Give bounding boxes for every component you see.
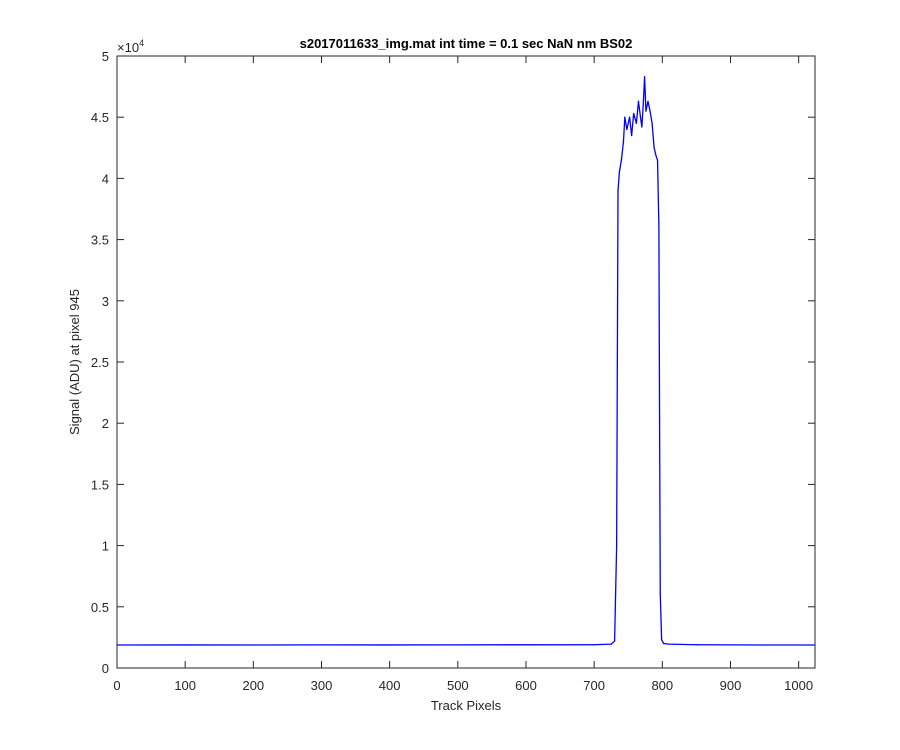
series-point [668, 643, 670, 645]
y-tick-label: 2 [102, 416, 109, 431]
series-point [616, 545, 618, 547]
series-point [617, 190, 619, 192]
x-tick-label: 400 [379, 678, 401, 693]
series-point [659, 593, 661, 596]
x-tick-label: 200 [242, 678, 264, 693]
series-point [642, 104, 644, 106]
series-point [655, 155, 657, 157]
series-point [610, 643, 612, 645]
x-tick-label: 900 [720, 678, 742, 693]
plot-frame [116, 55, 816, 669]
series-point [252, 644, 254, 646]
series-point [622, 141, 625, 143]
x-tick-label: 1000 [784, 678, 813, 693]
series-point [661, 639, 663, 641]
series-point [658, 422, 661, 424]
series-point [626, 128, 628, 131]
series-point [658, 226, 660, 228]
y-tick-label: 1.5 [91, 477, 109, 492]
y-tick-label: 3 [102, 294, 109, 309]
series-point [624, 116, 626, 118]
series-point [656, 159, 659, 161]
y-tick-label: 2.5 [91, 355, 109, 370]
y-tick-label: 0 [102, 661, 109, 676]
y-tick-label: 3.5 [91, 233, 109, 248]
series-point [637, 100, 640, 102]
series-point [525, 644, 527, 646]
x-tick-label: 700 [583, 678, 605, 693]
series-point [633, 112, 635, 115]
series-point [620, 159, 623, 161]
y-tick-label: 0.5 [91, 600, 109, 615]
data-layer [116, 76, 816, 646]
series-point [651, 122, 653, 124]
series-point [457, 644, 459, 646]
x-axis-label: Track Pixels [431, 698, 502, 713]
series-point [614, 640, 616, 642]
x-tick-label: 800 [651, 678, 673, 693]
y-exponent-label: ×104 [117, 38, 144, 55]
series-point [631, 134, 633, 137]
series-point [695, 644, 697, 646]
series-point [643, 76, 646, 78]
y-exponent-power: 4 [139, 38, 144, 48]
x-tick-label: 500 [447, 678, 469, 693]
y-axis-label: Signal (ADU) at pixel 945 [67, 289, 82, 435]
chart-title: s2017011633_img.mat int time = 0.1 sec N… [300, 36, 633, 51]
series-point [645, 110, 647, 112]
ticks-layer: 0 100 200 300 400 500 600 700 800 900 1000 0 0.5 1 1.5… [91, 49, 815, 693]
series-point [639, 116, 642, 118]
y-tick-label: 4.5 [91, 110, 109, 125]
x-tick-label: 600 [515, 678, 537, 693]
series-point [647, 100, 649, 102]
series-point [628, 116, 631, 118]
series-point [649, 110, 651, 112]
y-tick-label: 5 [102, 49, 109, 64]
series-point [663, 642, 665, 645]
series-point [653, 147, 655, 149]
plot-area [117, 56, 815, 668]
y-exponent-base: ×10 [117, 40, 139, 55]
series-point [593, 644, 595, 646]
series-point [641, 126, 643, 128]
series-point [389, 644, 391, 646]
series-point [184, 644, 186, 646]
x-tick-label: 0 [113, 678, 120, 693]
x-tick-label: 300 [311, 678, 333, 693]
y-tick-label: 4 [102, 171, 109, 186]
series-point [763, 644, 766, 646]
x-tick-label: 100 [174, 678, 196, 693]
series-point [729, 644, 732, 646]
y-tick-label: 1 [102, 539, 109, 554]
series-point [635, 122, 638, 124]
series-point [618, 171, 620, 173]
series-point [320, 644, 323, 646]
